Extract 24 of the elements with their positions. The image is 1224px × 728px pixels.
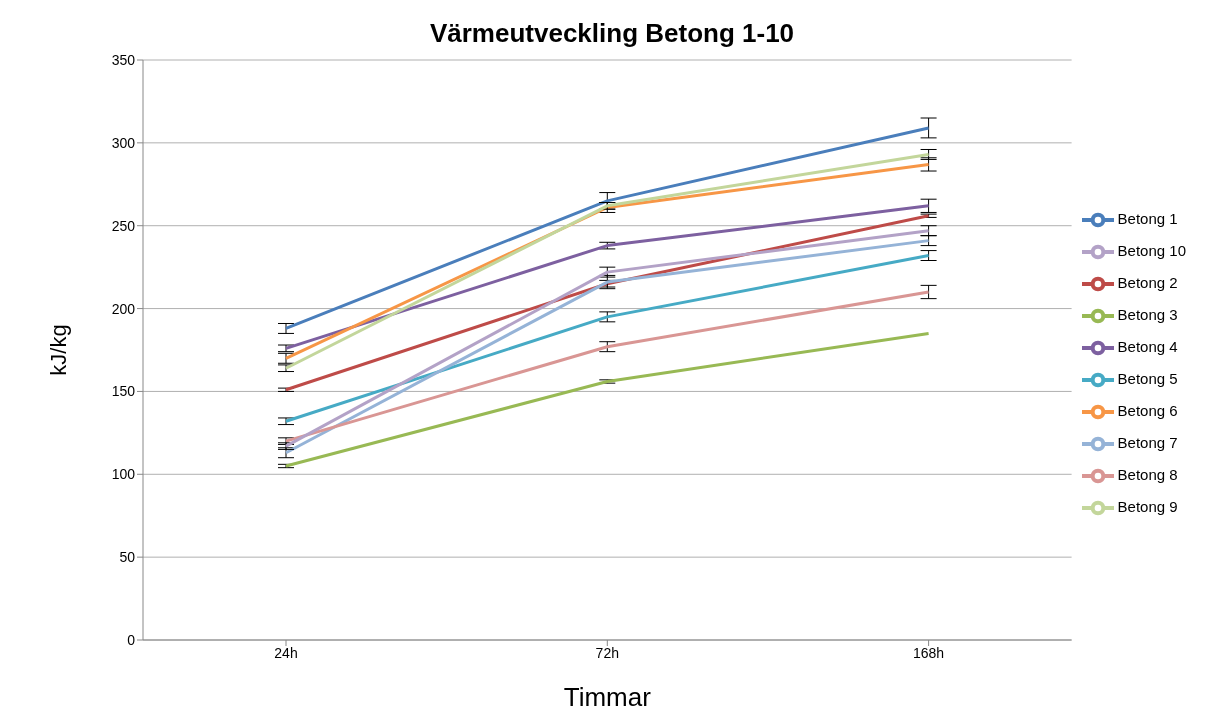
legend-label: Betong 1 bbox=[1117, 209, 1178, 227]
legend-label: Betong 10 bbox=[1117, 241, 1186, 259]
legend-label: Betong 2 bbox=[1117, 273, 1178, 291]
x-tick-label: 24h bbox=[274, 644, 298, 661]
y-axis-title: kJ/kg bbox=[45, 324, 71, 376]
y-tick-label: 200 bbox=[111, 300, 136, 317]
chart-title: Värmeutveckling Betong 1-10 bbox=[428, 18, 796, 49]
y-tick-label: 0 bbox=[127, 631, 136, 648]
legend-label: Betong 3 bbox=[1117, 305, 1178, 323]
legend-label: Betong 8 bbox=[1117, 466, 1178, 484]
legend-label: Betong 5 bbox=[1117, 370, 1178, 387]
y-tick-label: 100 bbox=[111, 466, 136, 483]
y-tick-label: 150 bbox=[111, 383, 136, 400]
legend-label: Betong 7 bbox=[1117, 434, 1178, 452]
y-tick-label: 350 bbox=[111, 51, 136, 68]
legend-label: Betong 9 bbox=[1117, 498, 1178, 516]
x-tick-label: 72h bbox=[595, 644, 619, 661]
y-tick-label: 250 bbox=[111, 217, 136, 234]
x-axis-title: Timmar bbox=[563, 682, 652, 712]
y-tick-label: 50 bbox=[119, 549, 136, 566]
y-tick-label: 300 bbox=[111, 134, 136, 151]
legend-label: Betong 4 bbox=[1117, 337, 1178, 355]
x-tick-label: 168h bbox=[913, 644, 945, 661]
legend-label: Betong 6 bbox=[1117, 402, 1178, 420]
